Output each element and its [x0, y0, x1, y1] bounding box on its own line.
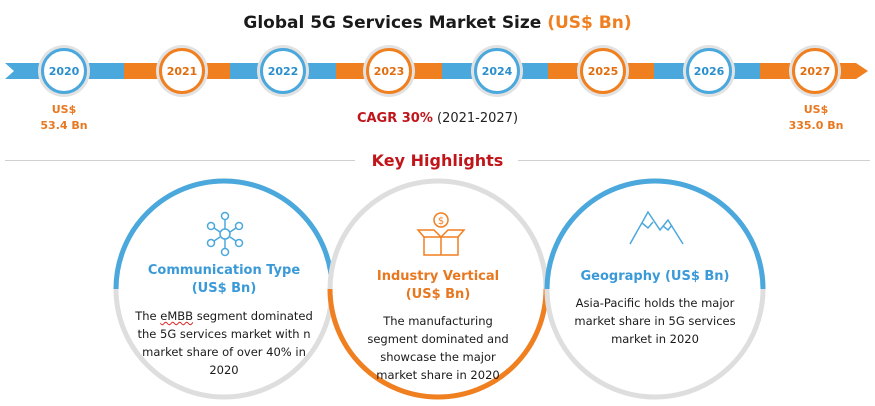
end-value: US$ 335.0 Bn — [781, 102, 851, 134]
year-2023-circle: 2023 — [366, 48, 412, 94]
end-value-unit: US$ — [803, 103, 829, 116]
highlight-card-industry: Industry Vertical (US$ Bn) The manufactu… — [363, 268, 513, 384]
year-2027-circle: 2027 — [792, 48, 838, 94]
card-1-subheading: (US$ Bn) — [191, 281, 257, 296]
card-1-body-rest: segment dominated the 5G services market… — [137, 309, 313, 377]
highlight-card-communication: Communication Type (US$ Bn) The eMBB seg… — [134, 262, 314, 379]
start-value: US$ 53.4 Bn — [34, 102, 94, 134]
card-2-heading: Industry Vertical — [376, 269, 500, 284]
year-2021-circle: 2021 — [159, 48, 205, 94]
page-title: Global 5G Services Market Size (US$ Bn) — [0, 13, 875, 33]
start-value-amount: 53.4 Bn — [40, 119, 88, 132]
cagr-line: CAGR 30% (2021-2027) — [0, 111, 875, 126]
divider-left — [5, 160, 355, 161]
ring-1-arc — [113, 178, 335, 290]
key-highlights-title: Key Highlights — [371, 151, 504, 170]
year-2020-circle: 2020 — [41, 48, 87, 94]
card-3-heading: Geography (US$ Bn) — [580, 269, 730, 284]
card-1-body: The eMBB segment dominated the 5G servic… — [134, 307, 314, 379]
card-1-heading: Communication Type — [147, 263, 301, 278]
arrow-head — [856, 63, 868, 79]
end-value-amount: 335.0 Bn — [788, 119, 844, 132]
year-2025-circle: 2025 — [580, 48, 626, 94]
title-unit: (US$ Bn) — [547, 13, 632, 33]
year-2022-circle: 2022 — [260, 48, 306, 94]
cagr-label: CAGR 30% — [356, 111, 433, 126]
card-1-body-embb: eMBB — [160, 309, 194, 323]
card-2-body: The manufacturing segment dominated and … — [367, 314, 509, 382]
mountain-icon — [629, 210, 684, 245]
money-box-icon: $ — [416, 212, 466, 256]
title-main: Global 5G Services Market Size — [243, 13, 548, 33]
card-1-body-prefix: The — [135, 309, 161, 323]
svg-text:$: $ — [438, 216, 444, 227]
ring-2-arc — [327, 288, 549, 400]
card-2-subheading: (US$ Bn) — [405, 287, 471, 302]
network-icon — [206, 211, 244, 257]
year-timeline: 2020 2021 2022 2023 2024 2025 2026 2027 — [0, 40, 875, 102]
divider-right — [518, 160, 870, 161]
cagr-period: (2021-2027) — [432, 111, 519, 126]
card-3-body: Asia-Pacific holds the major market shar… — [574, 296, 736, 346]
year-2024-circle: 2024 — [474, 48, 520, 94]
arrow-tail — [5, 63, 42, 79]
year-2026-circle: 2026 — [686, 48, 732, 94]
highlight-card-geography: Geography (US$ Bn) Asia-Pacific holds th… — [570, 268, 740, 348]
ring-3-arc — [544, 178, 766, 290]
start-value-unit: US$ — [51, 103, 77, 116]
